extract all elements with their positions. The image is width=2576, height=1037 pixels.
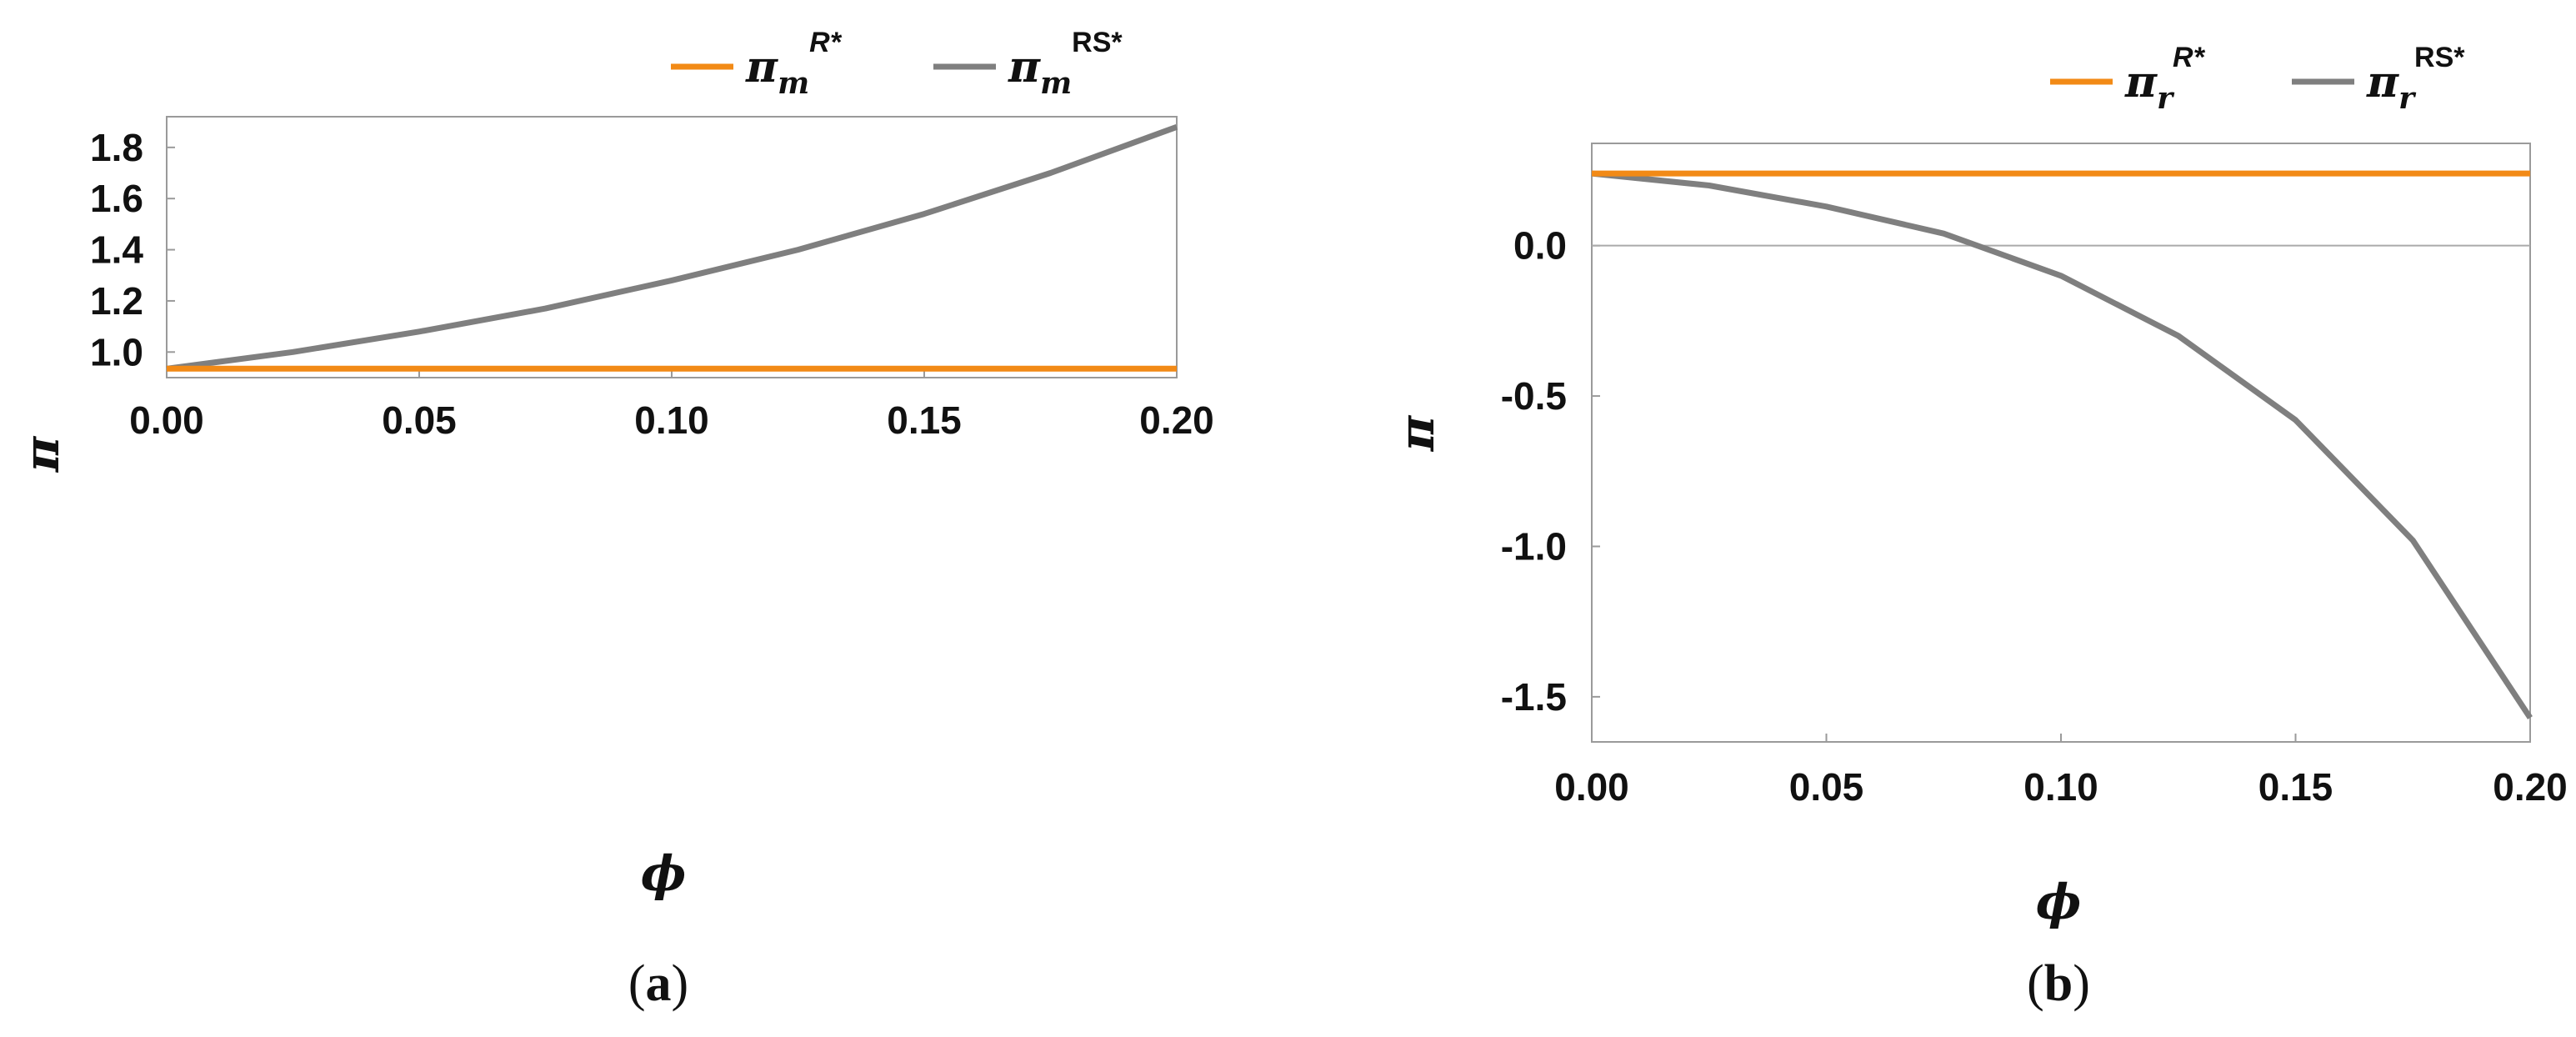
- x-tick-label-a-2: 0.10: [634, 398, 709, 442]
- x-axis-label-a: ϕ: [641, 845, 687, 902]
- y-tick-label-b-3: -1.5: [1501, 675, 1567, 719]
- x-tick-label-b-0: 0.00: [1554, 765, 1629, 809]
- ticks-a: 0.00 0.05 0.10 0.15 0.20 1.0 1.2 1.4 1.6 1.8: [90, 126, 1214, 442]
- legend-a: πmR* πmRS*: [671, 27, 1123, 101]
- x-tick-label-a-1: 0.05: [382, 398, 457, 442]
- legend-a-label-1: πmR*: [745, 27, 843, 101]
- x-tick-label-b-2: 0.10: [2023, 765, 2098, 809]
- series-b: [1591, 170, 2533, 720]
- plot-area-b: [1591, 143, 2531, 743]
- x-axis-label-b: ϕ: [2036, 874, 2082, 930]
- plot-frame-a: [167, 117, 1177, 378]
- x-tick-label-a-4: 0.20: [1139, 398, 1214, 442]
- legend-b-label-1: πrR*: [2124, 42, 2206, 116]
- legend-b: πrR* πrRS*: [2050, 42, 2465, 116]
- y-tick-label-a-0: 1.0: [90, 330, 143, 373]
- ticks-b: 0.00 0.05 0.10 0.15 0.20 0.0 -0.5 -1.0 -1.5: [1501, 224, 2568, 809]
- x-tick-label-b-4: 0.20: [2493, 765, 2568, 809]
- x-tick-label-b-1: 0.05: [1789, 765, 1864, 809]
- y-tick-label-a-3: 1.6: [90, 177, 143, 220]
- y-tick-label-b-1: -0.5: [1501, 374, 1567, 418]
- x-tick-label-b-3: 0.15: [2258, 765, 2333, 809]
- y-tick-label-b-2: -1.0: [1501, 524, 1567, 568]
- panel-a: πmR* πmRS* 0.00 0.05 0.10 0.15 0.20 1.0 1.2 1.4…: [13, 27, 1214, 1012]
- y-tick-label-a-4: 1.8: [90, 126, 143, 169]
- series-line-b-2: [1591, 170, 2533, 720]
- legend-a-label-2: πmRS*: [1008, 27, 1123, 101]
- y-tick-label-a-1: 1.2: [90, 279, 143, 323]
- y-axis-label-b: π: [1388, 414, 1445, 452]
- y-axis-label-a: π: [13, 435, 70, 473]
- x-tick-label-a-3: 0.15: [887, 398, 962, 442]
- series-line-a-2: [166, 124, 1178, 372]
- panel-label-a: (a): [628, 955, 688, 1012]
- plot-area-a: [166, 116, 1178, 378]
- x-tick-label-a-0: 0.00: [129, 398, 204, 442]
- panel-label-b: (b): [2027, 955, 2090, 1012]
- panel-b: πrR* πrRS* 0.00 0.05 0.10 0.15 0.20 0.0 -0.5 -1…: [1388, 42, 2568, 1012]
- series-a: [166, 124, 1178, 372]
- y-tick-label-a-2: 1.4: [90, 228, 143, 272]
- legend-b-label-2: πrRS*: [2366, 42, 2465, 116]
- y-tick-label-b-0: 0.0: [1513, 224, 1567, 268]
